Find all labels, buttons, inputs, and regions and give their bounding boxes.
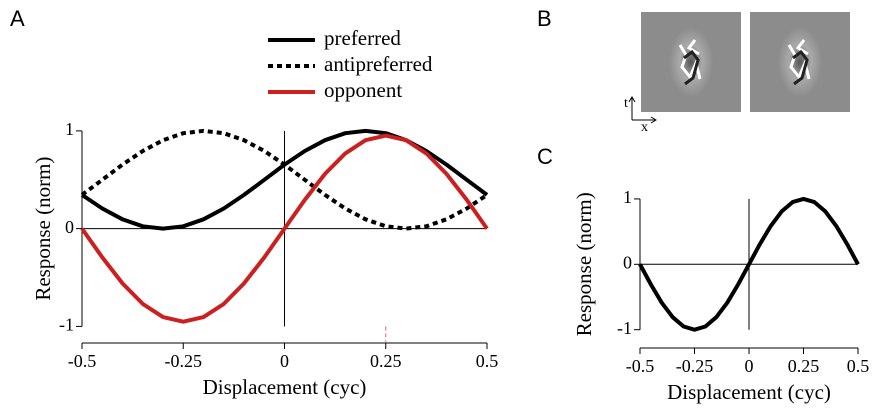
x-tick-label: -0.5 xyxy=(626,356,655,376)
y-tick-label: 1 xyxy=(65,119,74,139)
y-tick-label: 0 xyxy=(623,252,632,272)
panel-label: A xyxy=(10,6,25,31)
x-tick-label: 0 xyxy=(280,351,289,371)
legend-label: antipreferred xyxy=(324,52,433,76)
y-tick-label: 1 xyxy=(623,187,632,207)
legend-label: preferred xyxy=(324,26,401,50)
x-tick-label: 0 xyxy=(745,356,754,376)
x-tick-label: 0.25 xyxy=(370,351,402,371)
panel-label: B xyxy=(537,6,552,31)
x-tick-label: 0.25 xyxy=(788,356,820,376)
y-tick-label: 0 xyxy=(65,217,74,237)
x-tick-label: -0.25 xyxy=(165,351,203,371)
chart: C -1 0 1 -0.5 -0.25 0 0.25 0.5 Displacement (cyc)… xyxy=(537,144,869,404)
t-label: t xyxy=(624,96,628,111)
legend-label: opponent xyxy=(324,78,402,102)
x-tick-label: 0.5 xyxy=(476,351,499,371)
y-tick-label: -1 xyxy=(59,315,74,335)
y-tick-label: -1 xyxy=(617,318,632,338)
figure: B t x A -1 0 1 -0.5 -0.25 0 0.25 0.5 preferredant… xyxy=(0,0,887,408)
y-axis-label: Response (norm) xyxy=(31,157,55,301)
x-label: x xyxy=(641,120,648,135)
filter-pattern xyxy=(669,27,713,97)
x-axis-label: Displacement (cyc) xyxy=(667,380,831,404)
x-axis-label: Displacement (cyc) xyxy=(203,375,367,399)
chart: A -1 0 1 -0.5 -0.25 0 0.25 0.5 preferredantiprefe… xyxy=(10,6,498,399)
filter-panel: B t x xyxy=(537,6,850,135)
filter-pattern xyxy=(778,27,822,97)
x-tick-label: -0.5 xyxy=(68,351,97,371)
panel-label: C xyxy=(537,144,553,169)
x-tick-label: -0.25 xyxy=(676,356,714,376)
x-tick-label: 0.5 xyxy=(847,356,870,376)
y-axis-label: Response (norm) xyxy=(572,192,596,336)
